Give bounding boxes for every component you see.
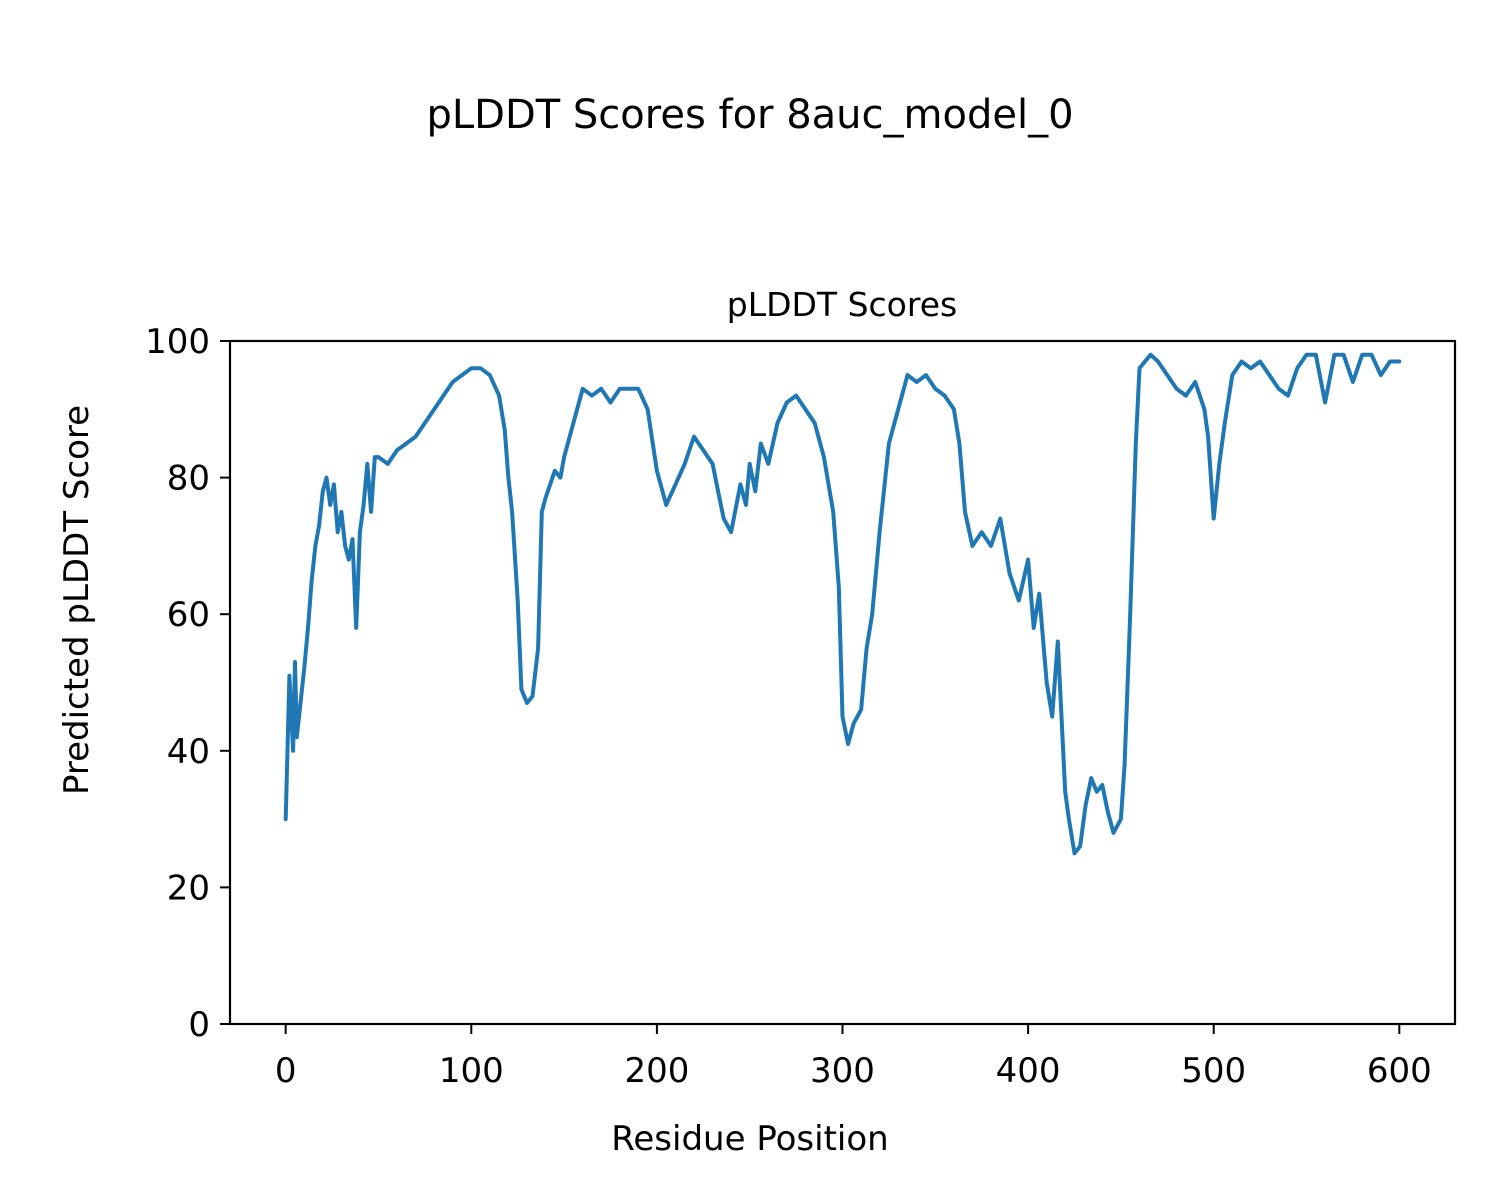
y-tick-label: 60: [167, 595, 210, 635]
x-tick-label: 500: [1181, 1051, 1246, 1091]
plddt-series-line: [283, 352, 1402, 856]
y-tick-label: 80: [167, 459, 210, 499]
figure-suptitle: pLDDT Scores for 8auc_model_0: [426, 92, 1074, 138]
x-tick-label: 100: [439, 1051, 504, 1091]
x-axis-label: Residue Position: [611, 1119, 888, 1159]
y-tick-label: 20: [167, 868, 210, 908]
x-tick-label: 300: [810, 1051, 875, 1091]
x-tick-label: 400: [996, 1051, 1061, 1091]
y-tick-label: 40: [167, 732, 210, 772]
y-tick-label: 0: [188, 1005, 210, 1045]
y-axis-label: Predicted pLDDT Score: [57, 405, 97, 795]
x-tick-label: 600: [1367, 1051, 1432, 1091]
plot-area: [283, 352, 1402, 856]
x-tick-label: 0: [275, 1051, 297, 1091]
chart-title: pLDDT Scores: [727, 285, 957, 324]
y-tick-label: 100: [145, 322, 210, 362]
x-tick-label: 200: [624, 1051, 689, 1091]
ticks: 0 100 200 300 400 500 600 0 20 40 60 80 100: [145, 322, 1432, 1091]
